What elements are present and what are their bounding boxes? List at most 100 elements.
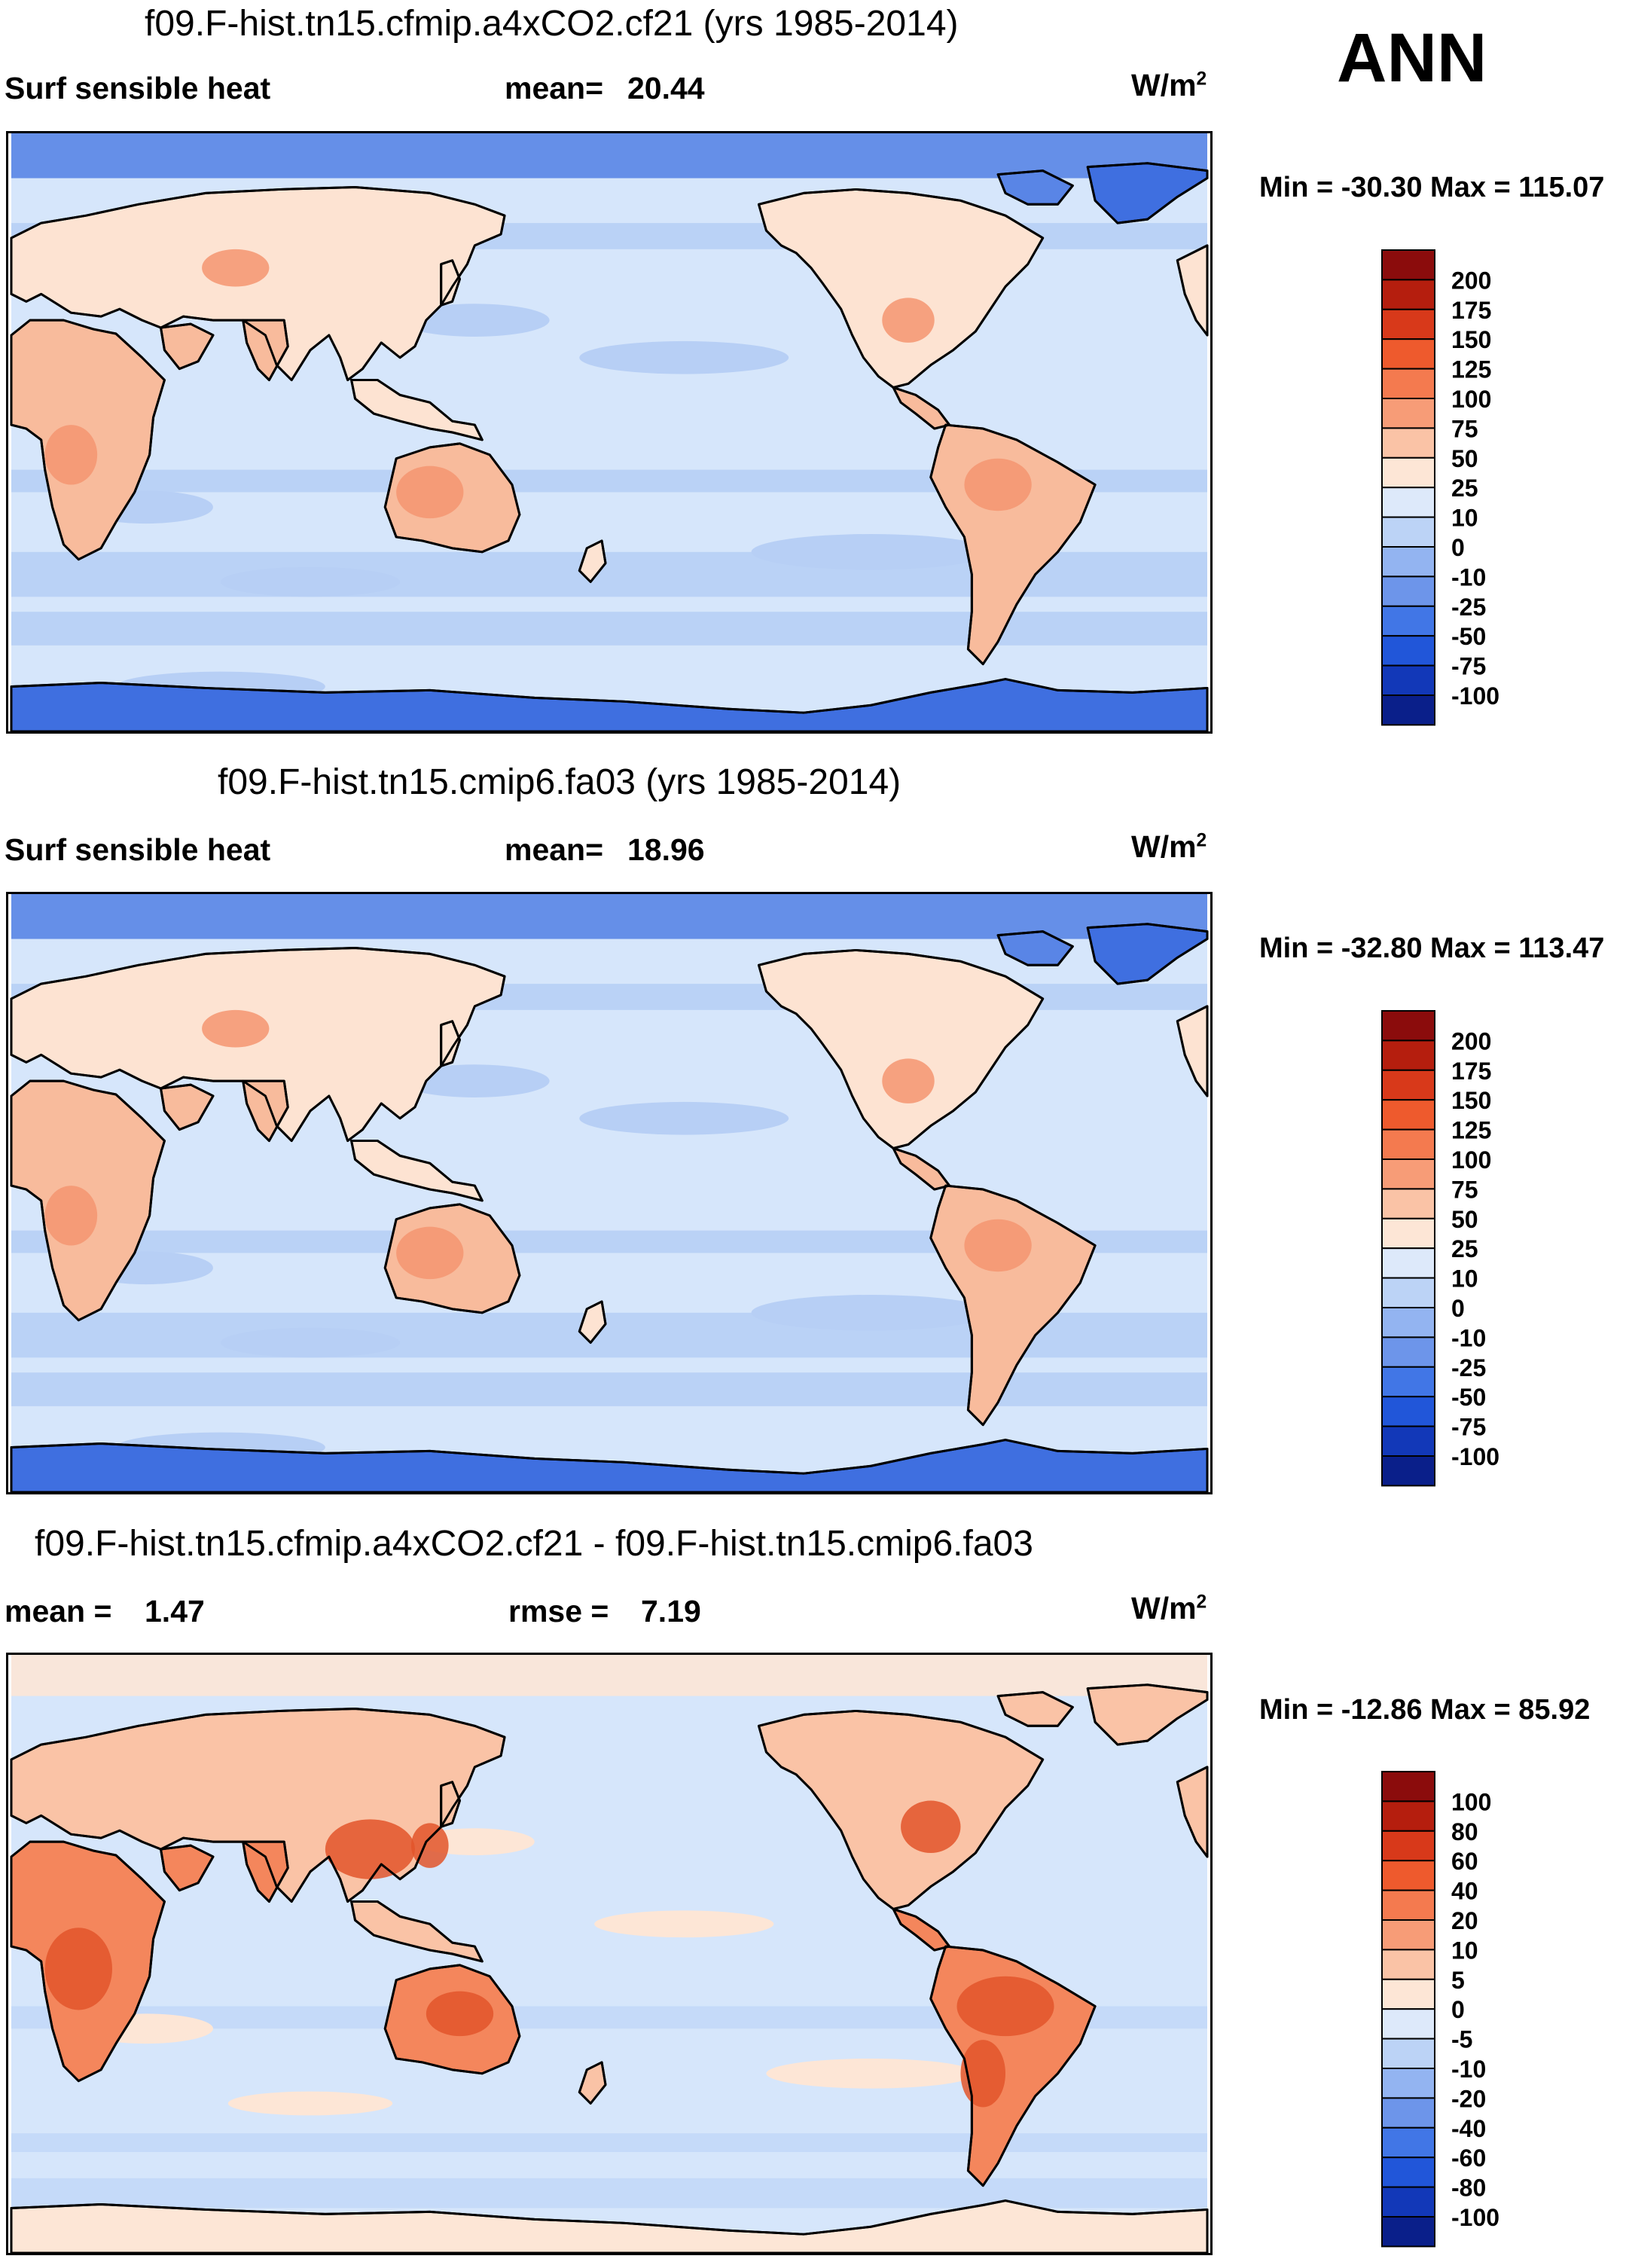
- panel-2-mean-value: 18.96: [627, 832, 705, 867]
- ocean-anomaly: [579, 1101, 789, 1135]
- coastline: [10, 1079, 166, 1322]
- colorbar-swatch: [1381, 546, 1435, 578]
- ocean-anomaly: [400, 304, 550, 337]
- panel-1-minmax: Min = -30.30 Max = 115.07: [1259, 172, 1605, 203]
- units-base: W/m: [1131, 1591, 1197, 1625]
- coastline: [10, 185, 506, 382]
- colorbar-swatch: [1381, 2068, 1435, 2099]
- coastline: [242, 1079, 289, 1143]
- zonal-band: [11, 612, 1207, 646]
- colorbar-swatch: [1381, 2038, 1435, 2070]
- panel-2-title: f09.F-hist.tn15.cmip6.fa03 (yrs 1985-201…: [218, 762, 901, 802]
- colorbar-tick-label: -75: [1451, 653, 1486, 680]
- colorbar-tick-label: -100: [1451, 1443, 1499, 1470]
- colorbar-swatch: [1381, 1277, 1435, 1309]
- colorbar-tick-label: 100: [1451, 1146, 1491, 1174]
- colorbar-tick-label: -50: [1451, 623, 1486, 650]
- colorbar-tick-label: 200: [1451, 1027, 1491, 1055]
- land-anomaly: [396, 1226, 464, 1280]
- land-anomaly: [956, 1976, 1054, 2037]
- colorbar-tick-label: -75: [1451, 1414, 1486, 1441]
- land-anomaly: [426, 1991, 494, 2037]
- panel-3-map-field: [10, 1655, 1209, 2253]
- land-anomaly: [964, 458, 1032, 511]
- colorbar-tick-label: 100: [1451, 386, 1491, 413]
- colorbar-swatch: [1381, 1188, 1435, 1219]
- panel-3-mean-value: 1.47: [145, 1594, 205, 1629]
- ocean-anomaly: [751, 1294, 991, 1331]
- panel-3-map: [6, 1653, 1213, 2255]
- coastline: [892, 1907, 951, 1952]
- colorbar-tick-label: -5: [1451, 2026, 1472, 2053]
- coastline: [350, 379, 484, 441]
- land-anomaly: [964, 1219, 1032, 1272]
- panel-1-colorbar: 200 175 150 125 100 75 50 25 10 0 -10 -25 -50 -75 -100: [1380, 249, 1554, 734]
- coastline: [350, 1140, 484, 1202]
- ocean-anomaly: [766, 2058, 976, 2089]
- panel-2-variable: Surf sensible heat: [5, 832, 271, 867]
- colorbar-swatch: [1381, 398, 1435, 429]
- coastline: [758, 1709, 1045, 1910]
- ocean-anomaly: [594, 1910, 774, 1938]
- coastline: [242, 319, 289, 382]
- colorbar-swatch: [1381, 1069, 1435, 1101]
- colorbar-swatch: [1381, 249, 1435, 281]
- coastline: [758, 948, 1045, 1149]
- season-label: ANN: [1337, 20, 1487, 96]
- colorbar-swatch: [1381, 487, 1435, 518]
- colorbar-tick-label: -20: [1451, 2085, 1486, 2112]
- colorbar-tick-label: 10: [1451, 505, 1478, 532]
- panel-3-rmse-label: rmse =: [508, 1594, 609, 1629]
- colorbar-swatch: [1381, 1919, 1435, 1951]
- colorbar-tick-label: 125: [1451, 356, 1491, 383]
- colorbar-tick-label: -100: [1451, 2204, 1499, 2231]
- coastline: [242, 1840, 289, 1903]
- coastline: [1176, 1766, 1209, 1858]
- colorbar-swatch: [1381, 1455, 1435, 1487]
- colorbar-tick-label: -10: [1451, 563, 1486, 591]
- panel-3-minmax: Min = -12.86 Max = 85.92: [1259, 1694, 1591, 1726]
- colorbar-tick-label: -25: [1451, 594, 1486, 621]
- colorbar-tick-label: -60: [1451, 2144, 1486, 2172]
- colorbar-tick-label: -50: [1451, 1384, 1486, 1411]
- colorbar-tick-label: -10: [1451, 1324, 1486, 1351]
- units-base: W/m: [1131, 68, 1197, 102]
- colorbar-swatch: [1381, 1830, 1435, 1862]
- coastline: [578, 2061, 607, 2105]
- coastline: [1086, 162, 1209, 224]
- coastline: [892, 1146, 951, 1191]
- zonal-band: [11, 2178, 1207, 2208]
- panel-3-rmse-value: 7.19: [641, 1594, 701, 1629]
- colorbar-swatch: [1381, 456, 1435, 489]
- colorbar-swatch: [1381, 1128, 1435, 1161]
- colorbar-tick-label: 150: [1451, 326, 1491, 353]
- land-anomaly: [202, 249, 270, 287]
- colorbar-tick-label: -100: [1451, 682, 1499, 710]
- coastline: [929, 1945, 1097, 2187]
- coastline: [1176, 244, 1209, 337]
- colorbar-tick-label: 80: [1451, 1818, 1478, 1845]
- units-exponent: 2: [1196, 830, 1207, 851]
- coastline: [350, 1900, 484, 1963]
- land-anomaly: [882, 1058, 935, 1103]
- coastline: [929, 1184, 1097, 1427]
- colorbar-tick-label: 50: [1451, 1206, 1478, 1233]
- colorbar-tick-label: 25: [1451, 475, 1478, 502]
- colorbar-swatch: [1381, 2097, 1435, 2129]
- land-anomaly: [325, 1819, 415, 1879]
- colorbar-swatch: [1381, 1771, 1435, 1802]
- panel-3-colorbar: 100 80 60 40 20 10 5 0 -5 -10 -20 -40 -60 -80 -100: [1380, 1770, 1554, 2256]
- coastline: [10, 319, 166, 561]
- colorbar-tick-label: 40: [1451, 1878, 1478, 1905]
- ocean-anomaly: [751, 533, 991, 570]
- colorbar-swatch: [1381, 2216, 1435, 2248]
- colorbar-swatch: [1381, 1217, 1435, 1250]
- units-exponent: 2: [1196, 69, 1207, 90]
- coastline: [440, 1781, 461, 1828]
- colorbar-swatch: [1381, 368, 1435, 400]
- units-base: W/m: [1131, 829, 1197, 864]
- colorbar-swatch: [1381, 1800, 1435, 1832]
- colorbar-swatch: [1381, 1949, 1435, 1980]
- ocean-anomaly: [579, 340, 789, 374]
- zonal-band: [11, 133, 1207, 179]
